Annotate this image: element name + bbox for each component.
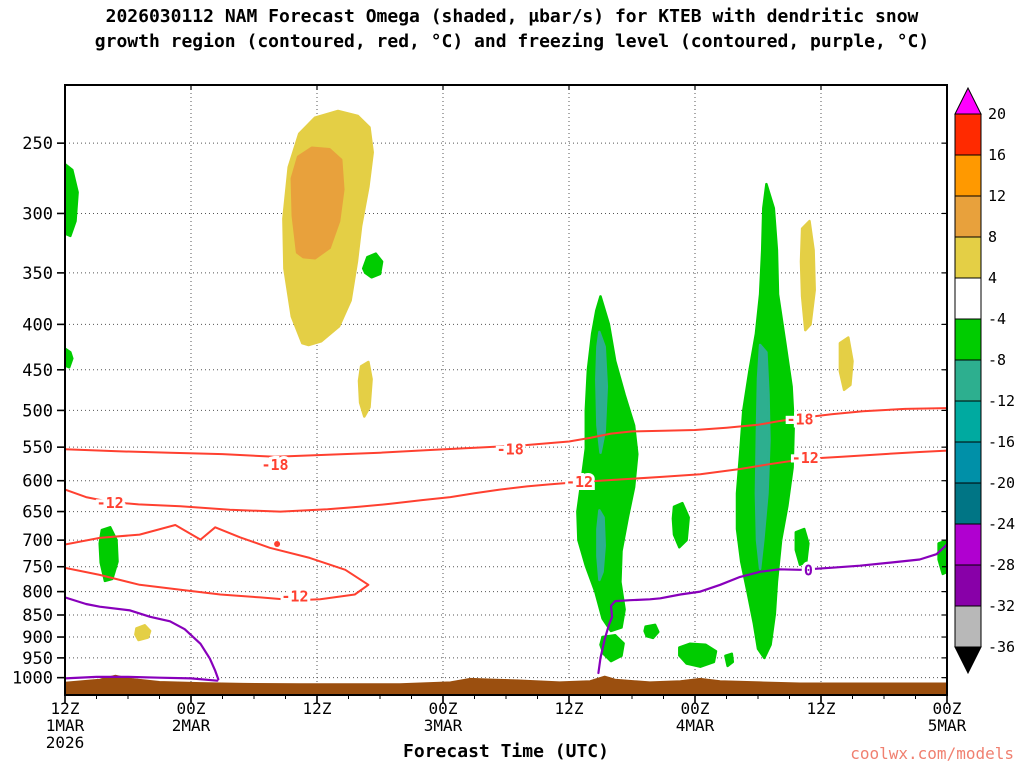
x-axis-title: Forecast Time (UTC) <box>403 741 609 762</box>
contour-dendritic-minus12-lower-loop <box>65 524 370 602</box>
shaded-teal-core-1b <box>596 509 606 582</box>
svg-text:-18: -18 <box>261 456 288 474</box>
svg-text:-12: -12 <box>97 494 124 512</box>
contour-lines <box>65 407 947 682</box>
svg-text:8: 8 <box>988 228 997 246</box>
svg-text:1000: 1000 <box>12 669 53 689</box>
svg-text:1MAR: 1MAR <box>46 716 85 735</box>
svg-text:700: 700 <box>22 531 53 551</box>
contour-dendritic-minus12-upper <box>65 449 947 513</box>
terrain-surface <box>65 674 947 695</box>
svg-text:16: 16 <box>988 146 1006 164</box>
omega-colorbar: 20 16 12 8 4 -4 -8 -12 -16 -20 -24 -28 -32 -36 <box>954 86 1015 675</box>
svg-text:750: 750 <box>22 558 53 578</box>
colorbar-arrow-bottom <box>954 646 982 675</box>
svg-text:12Z: 12Z <box>555 699 584 718</box>
svg-text:600: 600 <box>22 472 53 492</box>
svg-text:-16: -16 <box>988 433 1015 451</box>
contour-freezing-level-left <box>65 596 220 681</box>
svg-text:12: 12 <box>988 187 1006 205</box>
axes <box>57 84 948 703</box>
svg-text:550: 550 <box>22 438 53 458</box>
svg-text:4: 4 <box>988 269 997 287</box>
svg-text:450: 450 <box>22 361 53 381</box>
watermark-link[interactable]: coolwx.com/models <box>850 744 1014 763</box>
shaded-green-spot-350 <box>361 252 384 279</box>
svg-text:-8: -8 <box>988 351 1006 369</box>
svg-text:-12: -12 <box>988 392 1015 410</box>
shaded-green-spot-70h <box>794 527 810 566</box>
svg-text:0: 0 <box>804 561 813 579</box>
svg-text:5MAR: 5MAR <box>928 716 967 735</box>
shaded-orange-core <box>290 146 345 260</box>
svg-text:-24: -24 <box>988 515 1015 533</box>
svg-text:-18: -18 <box>497 440 524 458</box>
svg-text:-4: -4 <box>988 310 1006 328</box>
shaded-green-bottom-60h <box>678 642 718 668</box>
svg-text:850: 850 <box>22 606 53 626</box>
shaded-yellow-sliver-71h <box>799 219 816 332</box>
tick-labels: 2503003504004505005506006507007508008509… <box>12 134 967 752</box>
shaded-yellow-left-900 <box>134 624 152 642</box>
svg-text:800: 800 <box>22 583 53 603</box>
contour-dendritic-minus18 <box>65 407 947 458</box>
shaded-green-left-430 <box>65 347 74 369</box>
colorbar-arrow-top <box>954 86 982 115</box>
shaded-green-below-col1 <box>599 634 625 663</box>
svg-text:-12: -12 <box>792 449 819 467</box>
shaded-green-spot-55h <box>643 623 660 640</box>
svg-text:2MAR: 2MAR <box>172 716 211 735</box>
contour-minimum-dot <box>274 540 281 547</box>
svg-text:12Z: 12Z <box>51 699 80 718</box>
svg-text:-12: -12 <box>281 587 308 605</box>
svg-text:00Z: 00Z <box>933 699 962 718</box>
svg-text:2026: 2026 <box>46 733 85 752</box>
shaded-yellow-strip-450 <box>357 360 373 418</box>
svg-text:00Z: 00Z <box>177 699 206 718</box>
svg-text:400: 400 <box>22 315 53 335</box>
svg-text:-20: -20 <box>988 474 1015 492</box>
svg-text:300: 300 <box>22 204 53 224</box>
svg-text:250: 250 <box>22 134 53 154</box>
svg-text:-28: -28 <box>988 556 1015 574</box>
shaded-green-tiny-63h <box>724 652 735 668</box>
svg-text:3MAR: 3MAR <box>424 716 463 735</box>
svg-text:650: 650 <box>22 503 53 523</box>
svg-text:350: 350 <box>22 264 53 284</box>
svg-text:12Z: 12Z <box>303 699 332 718</box>
contour-labels: -18 -18 -18 -12 -12 -12 -12 0 <box>94 408 822 609</box>
svg-text:-36: -36 <box>988 638 1015 656</box>
svg-text:20: 20 <box>988 105 1006 123</box>
svg-text:500: 500 <box>22 401 53 421</box>
shaded-teal-core-1a <box>595 330 609 454</box>
svg-text:-32: -32 <box>988 597 1015 615</box>
shaded-yellow-spot-74h <box>838 336 854 392</box>
svg-text:900: 900 <box>22 628 53 648</box>
contour-freezing-level-right <box>597 543 947 675</box>
shaded-green-left-700 <box>98 526 119 583</box>
shaded-teal-core-2 <box>754 343 771 571</box>
svg-text:4MAR: 4MAR <box>676 716 715 735</box>
shaded-green-left-300 <box>65 162 79 238</box>
contour-freezing-level-bottom-left <box>65 675 219 682</box>
shaded-green-spot-58h <box>671 501 690 549</box>
svg-text:950: 950 <box>22 649 53 669</box>
chart-title-line-1: 2026030112 NAM Forecast Omega (shaded, μ… <box>105 6 919 27</box>
svg-text:12Z: 12Z <box>807 699 836 718</box>
omega-shaded-regions <box>65 109 947 668</box>
shaded-green-column-1 <box>576 295 639 633</box>
svg-text:00Z: 00Z <box>429 699 458 718</box>
svg-text:-12: -12 <box>566 473 593 491</box>
chart-title-line-2: growth region (contoured, red, °C) and f… <box>94 31 930 52</box>
grid-lines <box>65 85 947 695</box>
svg-text:00Z: 00Z <box>681 699 710 718</box>
svg-text:-18: -18 <box>786 411 813 429</box>
